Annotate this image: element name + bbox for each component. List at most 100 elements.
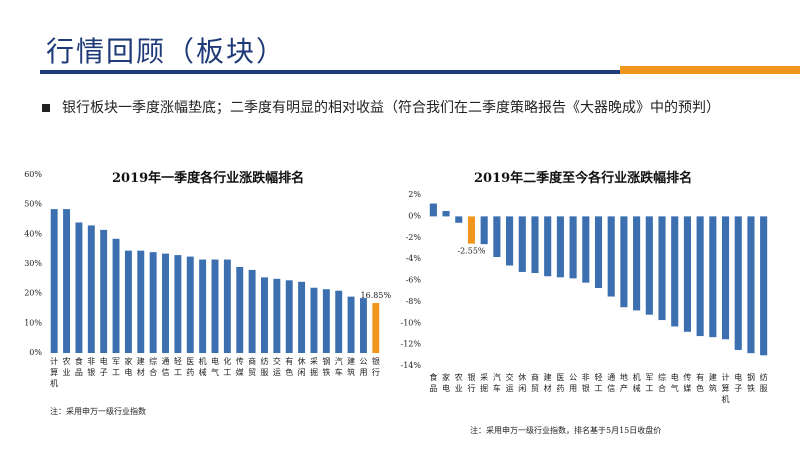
x-tick-label: 非银 xyxy=(87,356,95,377)
bar xyxy=(709,216,717,338)
bar xyxy=(671,216,679,327)
x-tick-char: 行 xyxy=(372,367,380,377)
x-tick-label: 食品 xyxy=(75,356,83,377)
x-tick-char: 商 xyxy=(248,356,256,366)
x-tick-label: 军工 xyxy=(112,357,120,377)
bar xyxy=(137,250,145,353)
bar xyxy=(273,278,281,353)
bar xyxy=(467,216,476,244)
x-tick-char: 非 xyxy=(87,356,95,366)
x-tick-label: 公用 xyxy=(569,373,577,393)
chart-note: 注：采用申万一级行业指数，排名基于5月15日收盘价 xyxy=(470,426,662,435)
x-tick-char: 电 xyxy=(734,372,742,382)
x-tick-char: 机 xyxy=(722,394,730,404)
x-tick-char: 气 xyxy=(211,367,219,377)
x-tick-char: 轻 xyxy=(174,356,182,366)
x-tick-char: 电 xyxy=(100,356,108,366)
bar xyxy=(569,216,577,279)
x-tick-char: 运 xyxy=(273,368,281,377)
y-tick-label: -14% xyxy=(401,361,422,370)
x-tick-label: 有色 xyxy=(285,356,293,377)
x-tick-char: 纺 xyxy=(260,356,268,366)
bar xyxy=(760,216,768,356)
x-tick-char: 有 xyxy=(696,372,704,382)
x-tick-label: 传媒 xyxy=(683,372,691,393)
y-tick-label: 0% xyxy=(29,348,42,357)
slide-title: 行情回顾（板块） xyxy=(46,35,287,68)
x-tick-label: 家电 xyxy=(124,356,132,377)
x-tick-char: 商 xyxy=(531,372,539,382)
bar xyxy=(582,216,590,283)
x-tick-char: 业 xyxy=(455,383,463,393)
x-tick-label: 建筑 xyxy=(347,356,355,377)
bar xyxy=(359,298,367,353)
bar xyxy=(100,229,108,353)
x-tick-char: 食 xyxy=(75,356,83,366)
bar xyxy=(211,259,219,353)
x-tick-char: 信 xyxy=(607,383,615,393)
x-tick-label: 综合 xyxy=(149,356,157,377)
x-tick-char: 用 xyxy=(569,384,577,393)
x-tick-label: 有色 xyxy=(696,372,704,393)
x-tick-label: 轻工 xyxy=(174,356,182,377)
x-tick-char: 行 xyxy=(467,383,475,393)
bar xyxy=(63,209,71,353)
bar xyxy=(620,216,628,308)
bar xyxy=(112,238,120,353)
x-tick-char: 地 xyxy=(620,372,628,382)
x-tick-char: 子 xyxy=(100,368,108,377)
x-tick-char: 交 xyxy=(506,372,514,382)
x-tick-char: 综 xyxy=(658,372,666,382)
x-tick-label: 建材 xyxy=(137,356,145,377)
x-tick-char: 家 xyxy=(124,356,132,366)
bar xyxy=(658,216,666,321)
bar xyxy=(442,211,450,217)
x-tick-char: 食 xyxy=(429,372,437,382)
x-tick-char: 闲 xyxy=(298,368,306,377)
x-tick-char: 气 xyxy=(671,383,679,393)
x-tick-char: 材 xyxy=(137,367,145,377)
x-tick-char: 合 xyxy=(658,383,666,393)
x-tick-label: 商贸 xyxy=(248,356,256,377)
x-tick-label: 化工 xyxy=(223,356,231,377)
bar xyxy=(455,216,463,223)
y-tick-label: 50% xyxy=(24,200,42,209)
y-tick-label: 10% xyxy=(24,318,42,327)
x-tick-char: 合 xyxy=(149,367,157,377)
bar xyxy=(721,216,730,340)
header-accent xyxy=(620,66,800,74)
x-tick-char: 贸 xyxy=(531,383,539,393)
y-tick-label: 30% xyxy=(24,259,42,268)
x-tick-label: 通信 xyxy=(607,372,615,393)
x-tick-char: 钢 xyxy=(747,372,755,382)
x-tick-char: 医 xyxy=(556,373,564,382)
x-tick-char: 非 xyxy=(582,372,590,382)
bar xyxy=(734,216,742,350)
x-tick-char: 铁 xyxy=(322,367,330,377)
y-tick-label: -10% xyxy=(401,318,422,327)
x-tick-char: 机 xyxy=(199,356,207,366)
y-tick-label: 40% xyxy=(24,229,42,238)
x-tick-label: 交运 xyxy=(273,356,281,377)
x-tick-char: 公 xyxy=(569,373,577,382)
x-tick-label: 电气 xyxy=(671,372,679,393)
chart-title: 2019年二季度至今各行业涨跌幅排名 xyxy=(474,171,693,186)
bar xyxy=(223,259,231,353)
bar xyxy=(556,216,564,278)
x-tick-char: 银 xyxy=(87,367,95,377)
x-tick-char: 工 xyxy=(645,384,653,393)
x-tick-char: 运 xyxy=(506,384,514,393)
y-tick-label: -8% xyxy=(406,297,422,306)
x-tick-label: 电子 xyxy=(734,372,742,393)
x-tick-label: 地产 xyxy=(620,372,628,393)
bullet-text: 银行板块一季度涨幅垫底；二季度有明显的相对收益（符合我们在二季度策略报告《大器晚… xyxy=(62,100,720,116)
bar xyxy=(322,289,330,353)
x-tick-char: 品 xyxy=(429,384,437,393)
x-tick-label: 钢铁 xyxy=(322,356,330,377)
x-tick-char: 军 xyxy=(112,357,120,366)
x-tick-char: 汽 xyxy=(335,356,343,366)
x-tick-char: 钢 xyxy=(322,356,330,366)
x-tick-label: 医药 xyxy=(186,357,194,377)
x-tick-label: 公用 xyxy=(359,357,367,377)
bar xyxy=(298,281,306,353)
